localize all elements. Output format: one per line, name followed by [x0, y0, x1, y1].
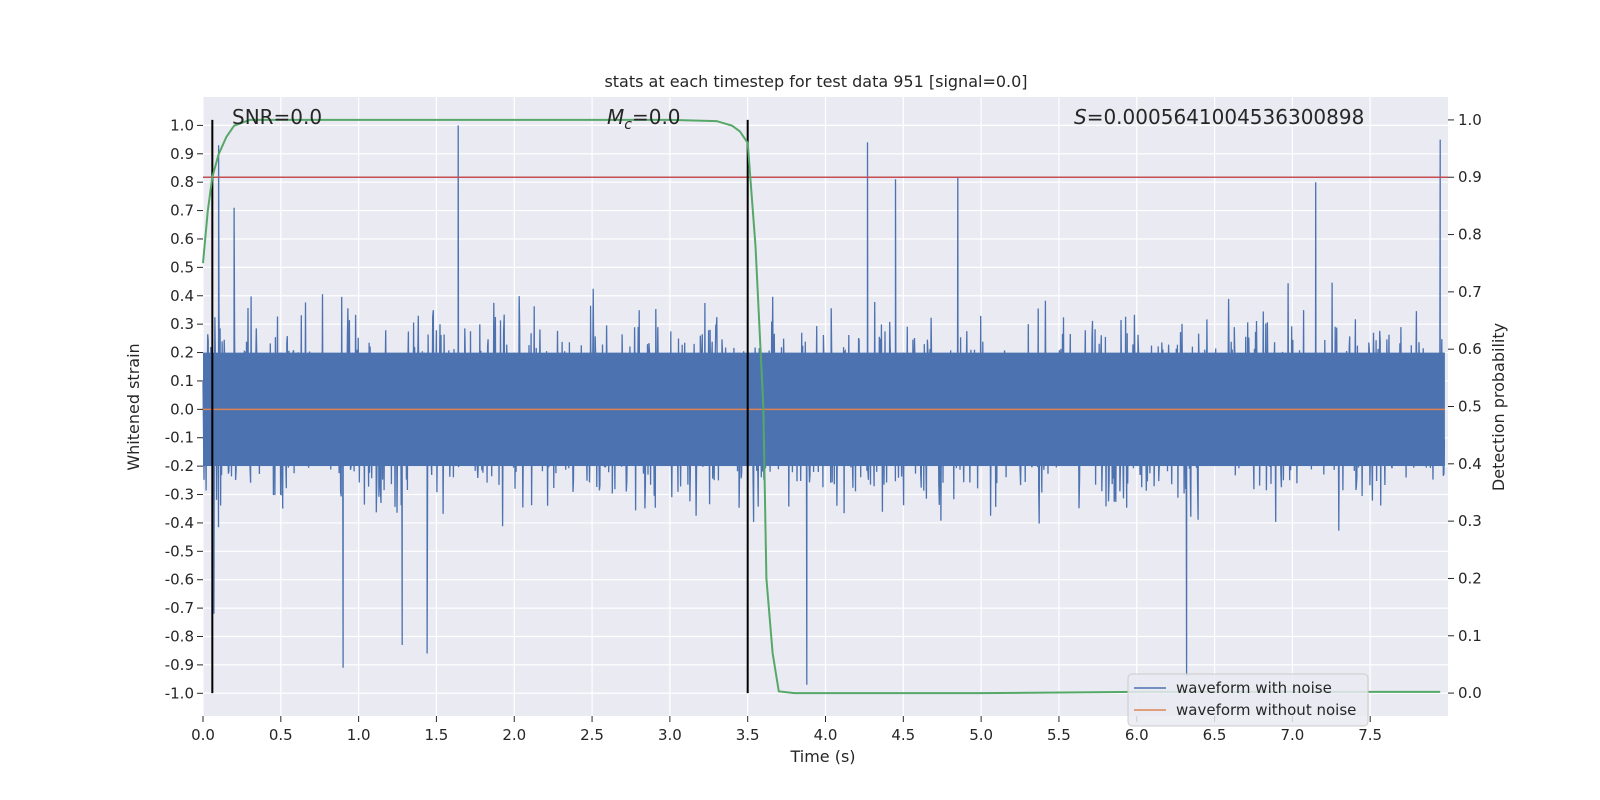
y-left-tick-label: 0.2 — [170, 344, 194, 362]
x-tick-label: 1.0 — [347, 726, 371, 744]
x-tick-label: 2.5 — [580, 726, 604, 744]
x-tick-label: 5.0 — [969, 726, 993, 744]
chirp-mass-symbol: M — [607, 105, 624, 129]
x-tick-label: 3.5 — [736, 726, 760, 744]
x-tick-label: 1.5 — [425, 726, 449, 744]
legend-box — [1127, 673, 1369, 727]
y-left-tick-label: 0.4 — [170, 287, 194, 305]
y-left-tick-label: 0.1 — [170, 372, 194, 390]
x-axis-label: Time (s) — [789, 747, 855, 766]
x-tick-label: 0.0 — [191, 726, 215, 744]
y-left-tick-label: -0.6 — [165, 571, 194, 589]
y-left-tick-label: -1.0 — [165, 684, 194, 702]
legend-label-clean: waveform without noise — [1176, 701, 1356, 719]
y-left-tick-label: 1.0 — [170, 116, 194, 134]
chart-title: stats at each timestep for test data 951… — [604, 72, 1027, 91]
chirp-mass-value: =0.0 — [632, 105, 681, 129]
x-tick-label: 4.5 — [891, 726, 915, 744]
y-right-tick-label: 0.4 — [1458, 455, 1482, 473]
y-right-tick-label: 0.6 — [1458, 340, 1482, 358]
y-right-tick-label: 0.2 — [1458, 569, 1482, 587]
chirp-mass-subscript: c — [624, 117, 632, 133]
x-tick-label: 5.5 — [1047, 726, 1071, 744]
x-tick-label: 0.5 — [269, 726, 293, 744]
x-tick-label: 6.0 — [1125, 726, 1149, 744]
y-right-tick-label: 0.5 — [1458, 398, 1482, 416]
legend: waveform with noise waveform without noi… — [1127, 673, 1369, 727]
y-right-tick-label: 0.1 — [1458, 627, 1482, 645]
y-right-tick-label: 0.3 — [1458, 512, 1482, 530]
y-right-tick-label: 0.7 — [1458, 283, 1482, 301]
s-value: =0.0005641004536300898 — [1087, 105, 1365, 129]
x-tick-label: 7.0 — [1280, 726, 1304, 744]
y-left-tick-label: -0.2 — [165, 457, 194, 475]
y-left-tick-label: 0.0 — [170, 400, 194, 418]
y-left-tick-label: 0.9 — [170, 145, 194, 163]
y-left-tick-label: 0.8 — [170, 173, 194, 191]
y-right-tick-label: 1.0 — [1458, 111, 1482, 129]
x-tick-label: 2.0 — [502, 726, 526, 744]
y-left-tick-label: -0.9 — [165, 656, 194, 674]
y-left-tick-label: 0.6 — [170, 230, 194, 248]
y-axis-label-right: Detection probability — [1489, 323, 1508, 491]
right-axis-ticks: 1.0 0.9 0.8 0.7 0.6 0.5 0.4 0.3 0.2 0.1 0.0 — [1448, 111, 1482, 702]
y-right-tick-label: 0.8 — [1458, 226, 1482, 244]
y-right-tick-label: 0.9 — [1458, 168, 1482, 186]
left-axis-ticks: 1.0 0.9 0.8 0.7 0.6 0.5 0.4 0.3 0.2 0.1 0.0 -0.1 -0.… — [165, 116, 203, 702]
x-tick-label: 6.5 — [1203, 726, 1227, 744]
y-left-tick-label: -0.4 — [165, 514, 194, 532]
s-symbol: S — [1074, 105, 1087, 129]
s-annotation: S=0.0005641004536300898 — [1074, 105, 1364, 129]
y-axis-label-left: Whitened strain — [124, 343, 143, 470]
detection-probability-line — [202, 118, 1441, 695]
y-left-tick-label: -0.7 — [165, 599, 194, 617]
y-left-tick-label: -0.1 — [165, 429, 194, 447]
x-tick-label: 7.5 — [1358, 726, 1382, 744]
y-left-tick-label: 0.5 — [170, 258, 194, 276]
x-tick-label: 4.0 — [814, 726, 838, 744]
y-left-tick-label: -0.5 — [165, 542, 194, 560]
y-left-tick-label: -0.8 — [165, 627, 194, 645]
y-left-tick-label: 0.3 — [170, 315, 194, 333]
x-tick-label: 3.0 — [658, 726, 682, 744]
y-left-tick-label: -0.3 — [165, 486, 194, 504]
legend-label-noise: waveform with noise — [1176, 679, 1332, 697]
overlays — [202, 118, 1448, 695]
y-left-tick-label: 0.7 — [170, 202, 194, 220]
snr-annotation: SNR=0.0 — [232, 105, 322, 129]
chirp-mass-annotation: Mc=0.0 — [607, 105, 681, 133]
y-right-tick-label: 0.0 — [1458, 684, 1482, 702]
